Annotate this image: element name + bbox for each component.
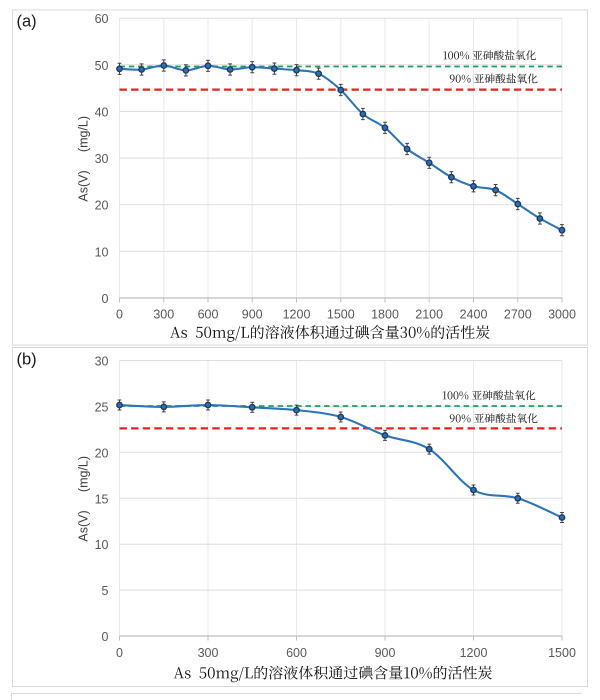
svg-text:(mg/L): (mg/L) [77, 456, 91, 492]
svg-text:30: 30 [95, 355, 109, 369]
svg-text:50: 50 [95, 59, 109, 73]
svg-text:0: 0 [102, 292, 109, 306]
svg-text:1200: 1200 [460, 646, 488, 660]
svg-text:10: 10 [95, 245, 109, 259]
svg-text:300: 300 [198, 646, 219, 660]
svg-text:25: 25 [95, 400, 109, 414]
svg-text:2700: 2700 [504, 308, 532, 322]
svg-text:As(V): As(V) [77, 170, 91, 201]
svg-text:0: 0 [116, 308, 123, 322]
svg-text:20: 20 [95, 446, 109, 460]
svg-text:600: 600 [198, 308, 219, 322]
svg-text:15: 15 [95, 492, 109, 506]
svg-text:40: 40 [95, 106, 109, 120]
svg-text:(b): (b) [17, 350, 37, 368]
svg-text:900: 900 [375, 646, 396, 660]
svg-text:1500: 1500 [327, 308, 355, 322]
svg-text:600: 600 [286, 646, 307, 660]
svg-text:1200: 1200 [283, 308, 311, 322]
svg-text:20: 20 [95, 199, 109, 213]
svg-text:2100: 2100 [415, 308, 443, 322]
svg-text:0: 0 [102, 630, 109, 644]
svg-text:300: 300 [153, 308, 174, 322]
svg-text:30: 30 [95, 152, 109, 166]
svg-text:60: 60 [95, 12, 109, 26]
svg-text:As(V): As(V) [77, 510, 91, 541]
svg-text:5: 5 [102, 584, 109, 598]
svg-text:2400: 2400 [460, 308, 488, 322]
svg-text:1800: 1800 [371, 308, 399, 322]
svg-text:10: 10 [95, 538, 109, 552]
svg-text:3000: 3000 [548, 308, 576, 322]
svg-text:1500: 1500 [548, 646, 576, 660]
svg-text:(mg/L): (mg/L) [77, 116, 91, 152]
svg-text:(a): (a) [17, 12, 37, 30]
svg-text:0: 0 [116, 646, 123, 660]
svg-text:900: 900 [242, 308, 263, 322]
